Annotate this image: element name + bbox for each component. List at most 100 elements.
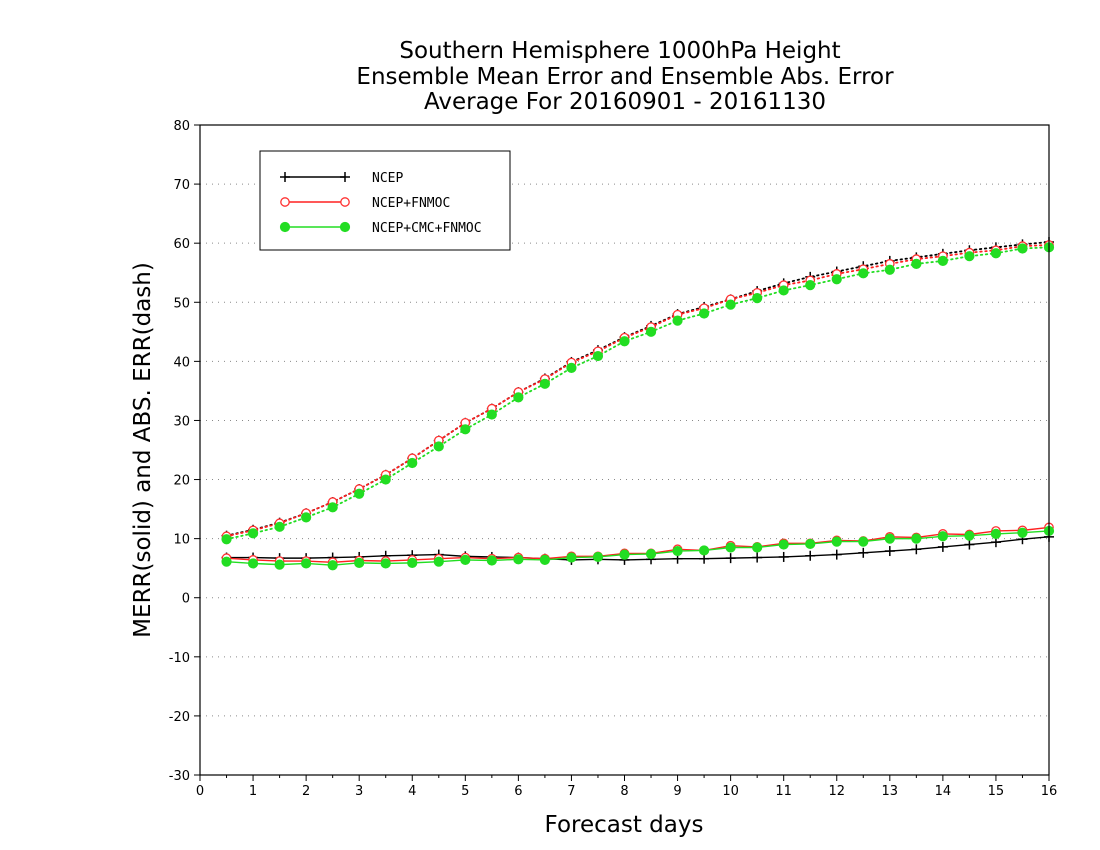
abs-error-point (725, 299, 736, 310)
abs-error-point (566, 362, 577, 373)
chart-title-line-3: Average For 20160901 - 20161130 (424, 89, 826, 115)
y-tick-label: 10 (173, 533, 190, 548)
mean-error-point (725, 542, 736, 553)
abs-error-point (645, 326, 657, 337)
mean-error-point (805, 550, 816, 561)
abs-error-point (301, 512, 312, 523)
abs-error-point (964, 251, 975, 262)
y-tick-label: -10 (169, 651, 190, 666)
x-tick-label: 15 (988, 784, 1005, 799)
abs-error-point (354, 488, 365, 499)
y-tick-label: 80 (173, 119, 190, 134)
series-ncep-cmc-fnmoc (221, 242, 1055, 571)
mean-error-point (301, 558, 312, 569)
x-tick-label: 4 (408, 784, 416, 799)
x-tick-label: 12 (828, 784, 845, 799)
abs-error-point (221, 534, 232, 545)
mean-error-point (937, 531, 948, 542)
mean-error-point (990, 528, 1002, 540)
mean-error-point (911, 544, 922, 555)
abs-error-point (990, 248, 1002, 259)
mean-error-point (566, 552, 577, 563)
abs-error-point (513, 392, 524, 403)
x-tick-label: 5 (461, 784, 469, 799)
abs-error-point (831, 274, 842, 285)
mean-error-point (672, 545, 683, 557)
legend-marker (280, 197, 290, 207)
abs-error-point (539, 378, 551, 389)
x-tick-label: 1 (249, 784, 257, 799)
y-axis-label: MERR(solid) and ABS. ERR(dash) (130, 262, 156, 638)
abs-error-line (225, 244, 1050, 538)
series-ncep-fnmoc (221, 240, 1054, 568)
mean-error-point (380, 558, 391, 569)
x-tick-label: 13 (882, 784, 899, 799)
series-layer (221, 237, 1055, 571)
abs-error-point (752, 293, 763, 304)
mean-error-point (539, 554, 551, 566)
mean-error-point (805, 538, 816, 550)
x-tick-label: 8 (620, 784, 628, 799)
mean-error-point (486, 555, 497, 566)
y-tick-label: 70 (173, 178, 190, 193)
abs-error-point (380, 474, 391, 485)
abs-error-line (225, 241, 1050, 537)
mean-error-point (274, 559, 285, 570)
abs-error-point (937, 255, 948, 267)
x-tick-label: 9 (673, 784, 681, 799)
mean-error-point (619, 549, 630, 560)
legend-label: NCEP+FNMOC (372, 196, 450, 211)
mean-error-point (354, 557, 365, 568)
abs-error-point (672, 315, 683, 326)
abs-error-point (698, 308, 710, 319)
mean-error-point (725, 553, 736, 564)
mean-error-point (964, 530, 975, 541)
x-tick-label: 3 (355, 784, 363, 799)
y-tick-label: 40 (173, 355, 190, 370)
x-tick-label: 2 (302, 784, 310, 799)
x-tick-label: 10 (722, 784, 739, 799)
y-tick-label: 50 (173, 296, 190, 311)
legend-item: NCEP (280, 171, 403, 186)
legend-label: NCEP (372, 171, 403, 186)
mean-error-point (752, 552, 763, 563)
mean-error-point (831, 549, 842, 560)
x-tick-label: 7 (567, 784, 575, 799)
mean-error-point (778, 539, 789, 550)
mean-error-point (884, 533, 895, 544)
y-tick-label: 30 (173, 414, 190, 429)
mean-error-point (407, 557, 418, 568)
abs-error-point (592, 350, 604, 362)
abs-error-point (858, 268, 869, 279)
legend-marker (340, 172, 350, 182)
abs-error-point (274, 521, 285, 532)
x-axis-label: Forecast days (545, 812, 704, 838)
abs-error-point (884, 264, 895, 275)
abs-error-point (327, 502, 338, 513)
x-tick-label: 14 (935, 784, 952, 799)
legend-marker (339, 221, 351, 233)
mean-error-point (645, 548, 657, 560)
mean-error-point (327, 560, 338, 571)
y-tick-label: 60 (173, 237, 190, 252)
mean-error-point (858, 547, 869, 558)
mean-error-point (592, 551, 604, 563)
legend-marker (280, 172, 290, 182)
mean-error-point (858, 536, 869, 547)
legend: NCEP NCEP+FNMOC NCEP+CMC+FNMOC (259, 150, 511, 251)
abs-error-point (619, 336, 630, 347)
mean-error-line (226, 536, 1050, 561)
abs-error-point (486, 409, 497, 420)
abs-error-point (778, 285, 789, 296)
x-tick-label: 11 (775, 784, 792, 799)
mean-error-point (778, 551, 789, 562)
legend-marker (340, 197, 350, 207)
mean-error-point (221, 556, 232, 567)
chart-title-line-2: Ensemble Mean Error and Ensemble Abs. Er… (356, 64, 894, 90)
legend-label: NCEP+CMC+FNMOC (372, 221, 482, 236)
legend-marker (279, 221, 291, 233)
mean-error-point (513, 554, 524, 565)
legend-item: NCEP+CMC+FNMOC (279, 221, 482, 236)
